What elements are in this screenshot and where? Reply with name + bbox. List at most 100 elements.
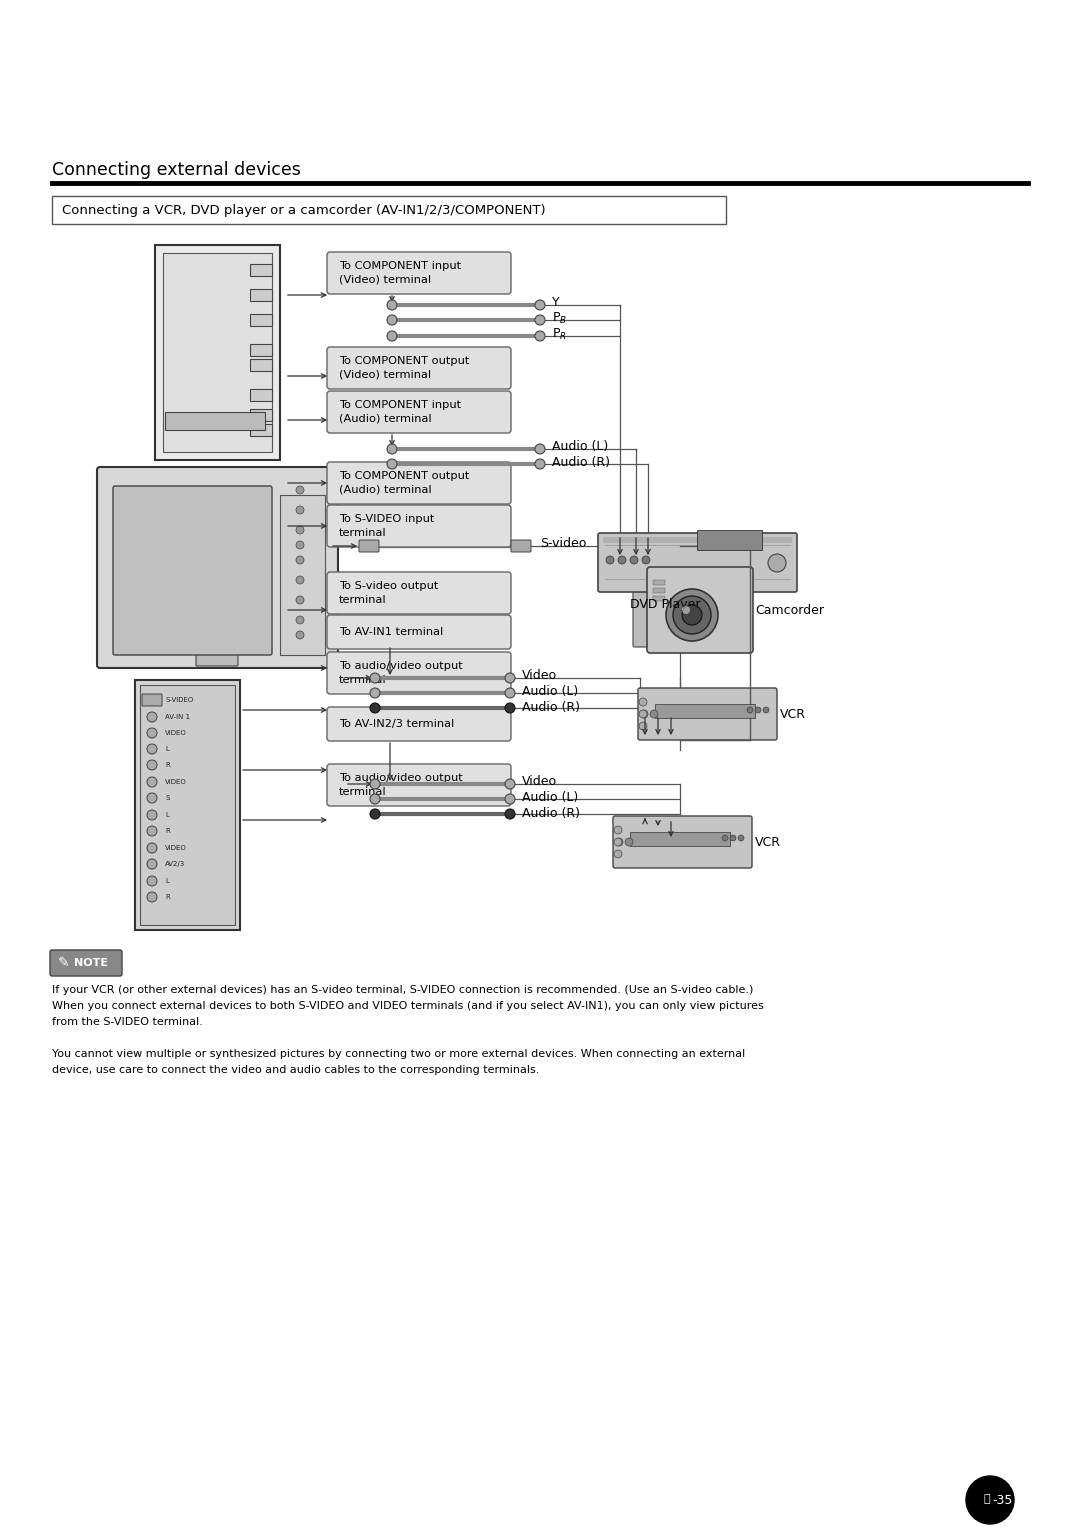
- Circle shape: [615, 827, 622, 834]
- Bar: [249, 410, 272, 422]
- Text: Video: Video: [522, 775, 557, 787]
- Text: To S-VIDEO input
terminal: To S-VIDEO input terminal: [339, 515, 434, 538]
- Circle shape: [615, 837, 623, 847]
- Text: L: L: [165, 811, 168, 817]
- Circle shape: [606, 556, 615, 564]
- FancyBboxPatch shape: [359, 539, 379, 552]
- Text: VIDEO: VIDEO: [165, 730, 187, 736]
- Circle shape: [296, 616, 303, 623]
- Text: AV2/3: AV2/3: [165, 860, 186, 866]
- Text: Connecting external devices: Connecting external devices: [52, 160, 301, 179]
- Text: To S-video output
terminal: To S-video output terminal: [339, 581, 438, 605]
- Circle shape: [505, 703, 515, 714]
- Circle shape: [387, 332, 397, 341]
- Circle shape: [370, 688, 380, 698]
- FancyBboxPatch shape: [327, 504, 511, 547]
- FancyBboxPatch shape: [50, 950, 122, 976]
- Text: Connecting a VCR, DVD player or a camcorder (AV-IN1/2/3/COMPONENT): Connecting a VCR, DVD player or a camcor…: [62, 203, 545, 217]
- Text: L: L: [165, 746, 168, 752]
- Bar: [697, 530, 762, 550]
- Text: To COMPONENT input
(Audio) terminal: To COMPONENT input (Audio) terminal: [339, 400, 461, 423]
- Bar: [163, 254, 272, 452]
- Circle shape: [147, 744, 157, 753]
- Circle shape: [296, 541, 303, 549]
- Circle shape: [650, 711, 658, 718]
- Circle shape: [723, 834, 728, 840]
- Text: R: R: [165, 762, 170, 769]
- Circle shape: [640, 711, 648, 718]
- Bar: [249, 359, 272, 371]
- Text: To COMPONENT output
(Audio) terminal: To COMPONENT output (Audio) terminal: [339, 472, 470, 495]
- Text: Audio (R): Audio (R): [522, 700, 580, 714]
- Circle shape: [147, 727, 157, 738]
- Circle shape: [296, 526, 303, 533]
- Bar: [653, 581, 665, 585]
- Circle shape: [296, 506, 303, 513]
- FancyBboxPatch shape: [633, 573, 654, 646]
- Text: Audio (L): Audio (L): [522, 790, 578, 804]
- FancyBboxPatch shape: [327, 764, 511, 805]
- Text: When you connect external devices to both S-VIDEO and VIDEO terminals (and if yo: When you connect external devices to bot…: [52, 1001, 764, 1012]
- Circle shape: [681, 607, 690, 614]
- Text: Ⓐ: Ⓐ: [984, 1494, 990, 1504]
- Text: Camcorder: Camcorder: [755, 604, 824, 616]
- Bar: [654, 704, 755, 718]
- Text: NOTE: NOTE: [75, 958, 108, 969]
- Text: Y: Y: [552, 295, 559, 309]
- Circle shape: [535, 315, 545, 325]
- Bar: [280, 495, 325, 656]
- FancyBboxPatch shape: [511, 539, 531, 552]
- Circle shape: [147, 892, 157, 902]
- Text: VIDEO: VIDEO: [165, 845, 187, 851]
- Circle shape: [535, 458, 545, 469]
- FancyBboxPatch shape: [113, 486, 272, 656]
- FancyBboxPatch shape: [598, 533, 797, 591]
- Text: R: R: [165, 828, 170, 834]
- Circle shape: [370, 672, 380, 683]
- Circle shape: [615, 837, 622, 847]
- Text: S: S: [165, 795, 170, 801]
- Circle shape: [370, 795, 380, 804]
- Circle shape: [296, 556, 303, 564]
- Text: DVD Player: DVD Player: [630, 597, 701, 611]
- Bar: [140, 685, 235, 924]
- Bar: [165, 413, 265, 429]
- FancyBboxPatch shape: [647, 567, 753, 652]
- Circle shape: [966, 1476, 1014, 1523]
- Text: Video: Video: [522, 669, 557, 681]
- FancyBboxPatch shape: [327, 461, 511, 504]
- Bar: [630, 833, 730, 847]
- Text: To AV-IN2/3 terminal: To AV-IN2/3 terminal: [339, 720, 455, 729]
- FancyBboxPatch shape: [327, 347, 511, 390]
- Circle shape: [615, 850, 622, 859]
- Text: To audio/video output
terminal: To audio/video output terminal: [339, 662, 462, 685]
- Circle shape: [387, 315, 397, 325]
- Circle shape: [370, 703, 380, 714]
- Circle shape: [296, 576, 303, 584]
- Circle shape: [505, 779, 515, 788]
- Text: R: R: [165, 894, 170, 900]
- Text: -35: -35: [993, 1493, 1012, 1507]
- Circle shape: [625, 837, 633, 847]
- FancyBboxPatch shape: [327, 707, 511, 741]
- Bar: [156, 244, 280, 460]
- Text: Audio (L): Audio (L): [522, 685, 578, 697]
- Text: device, use care to connect the video and audio cables to the corresponding term: device, use care to connect the video an…: [52, 1065, 539, 1076]
- Text: Audio (R): Audio (R): [552, 455, 610, 469]
- Circle shape: [147, 876, 157, 886]
- Circle shape: [147, 712, 157, 723]
- FancyBboxPatch shape: [327, 652, 511, 694]
- Text: Audio (L): Audio (L): [552, 440, 608, 452]
- Text: P$_R$: P$_R$: [552, 327, 567, 342]
- Text: P$_B$: P$_B$: [552, 310, 567, 325]
- Text: To AV-IN1 terminal: To AV-IN1 terminal: [339, 626, 443, 637]
- FancyBboxPatch shape: [638, 688, 777, 740]
- FancyBboxPatch shape: [97, 468, 338, 668]
- Circle shape: [147, 778, 157, 787]
- Text: from the S-VIDEO terminal.: from the S-VIDEO terminal.: [52, 1018, 203, 1027]
- Circle shape: [535, 299, 545, 310]
- Text: ✎: ✎: [58, 957, 69, 970]
- Circle shape: [147, 759, 157, 770]
- Circle shape: [147, 793, 157, 804]
- Circle shape: [666, 588, 718, 642]
